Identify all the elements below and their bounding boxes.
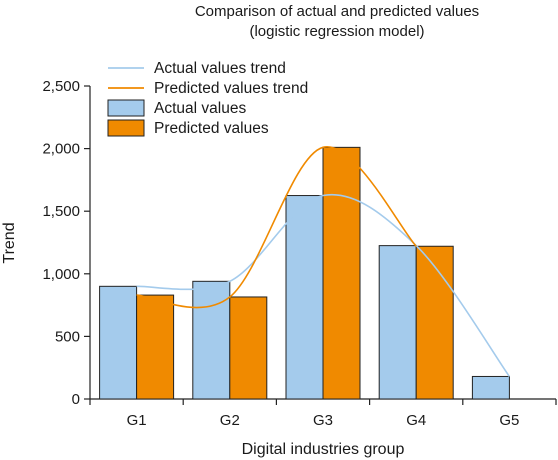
x-axis-title: Digital industries group	[242, 441, 405, 458]
legend-item: Actual values trend	[108, 60, 286, 77]
bar-actual-values	[378, 245, 417, 400]
legend-label: Predicted values trend	[154, 80, 308, 97]
bar-actual-values	[192, 280, 231, 400]
bar-actual-values	[471, 375, 510, 400]
bar-actual-values	[285, 195, 324, 400]
legend-label: Actual values trend	[154, 60, 286, 77]
x-tick-label: G2	[220, 412, 240, 429]
x-tick-label: G3	[313, 412, 333, 429]
bar-actual-values	[99, 285, 138, 400]
trend-line-predicted-values-trend	[136, 146, 417, 309]
chart-title: Comparison of actual and predicted value…	[195, 3, 479, 20]
trend-lines	[136, 146, 511, 377]
legend-label: Predicted values	[154, 120, 269, 137]
y-tick-label: 2,000	[42, 141, 80, 158]
legend-box-swatch	[107, 99, 145, 117]
y-tick-label: 1,000	[42, 266, 80, 283]
x-tick-label: G5	[499, 412, 519, 429]
y-tick-label: 0	[72, 391, 80, 408]
y-axis: 0 500 1,000 1,500 2,000 2,500	[42, 78, 91, 408]
y-tick-label: 500	[55, 328, 80, 345]
bar-predicted-values	[136, 294, 175, 400]
legend: Actual values trend Predicted values tren…	[107, 60, 308, 137]
legend-box-swatch	[107, 119, 145, 137]
legend-item: Predicted values	[107, 119, 269, 137]
y-axis-title: Trend	[1, 222, 18, 263]
bar-predicted-values	[229, 296, 268, 400]
bar-predicted-values	[322, 146, 361, 400]
y-tick-label: 1,500	[42, 203, 80, 220]
legend-item: Predicted values trend	[108, 80, 308, 97]
x-axis: G1 G2 G3 G4 G5	[89, 398, 557, 429]
legend-label: Actual values	[154, 100, 246, 117]
x-tick-label: G4	[406, 412, 426, 429]
trend-line-actual-values-trend	[136, 193, 511, 377]
legend-item: Actual values	[107, 99, 246, 117]
bars	[99, 146, 510, 400]
chart-subtitle: (logistic regression model)	[249, 23, 424, 40]
bar-predicted-values	[415, 245, 454, 400]
y-tick-label: 2,500	[42, 78, 80, 95]
x-tick-label: G1	[127, 412, 147, 429]
